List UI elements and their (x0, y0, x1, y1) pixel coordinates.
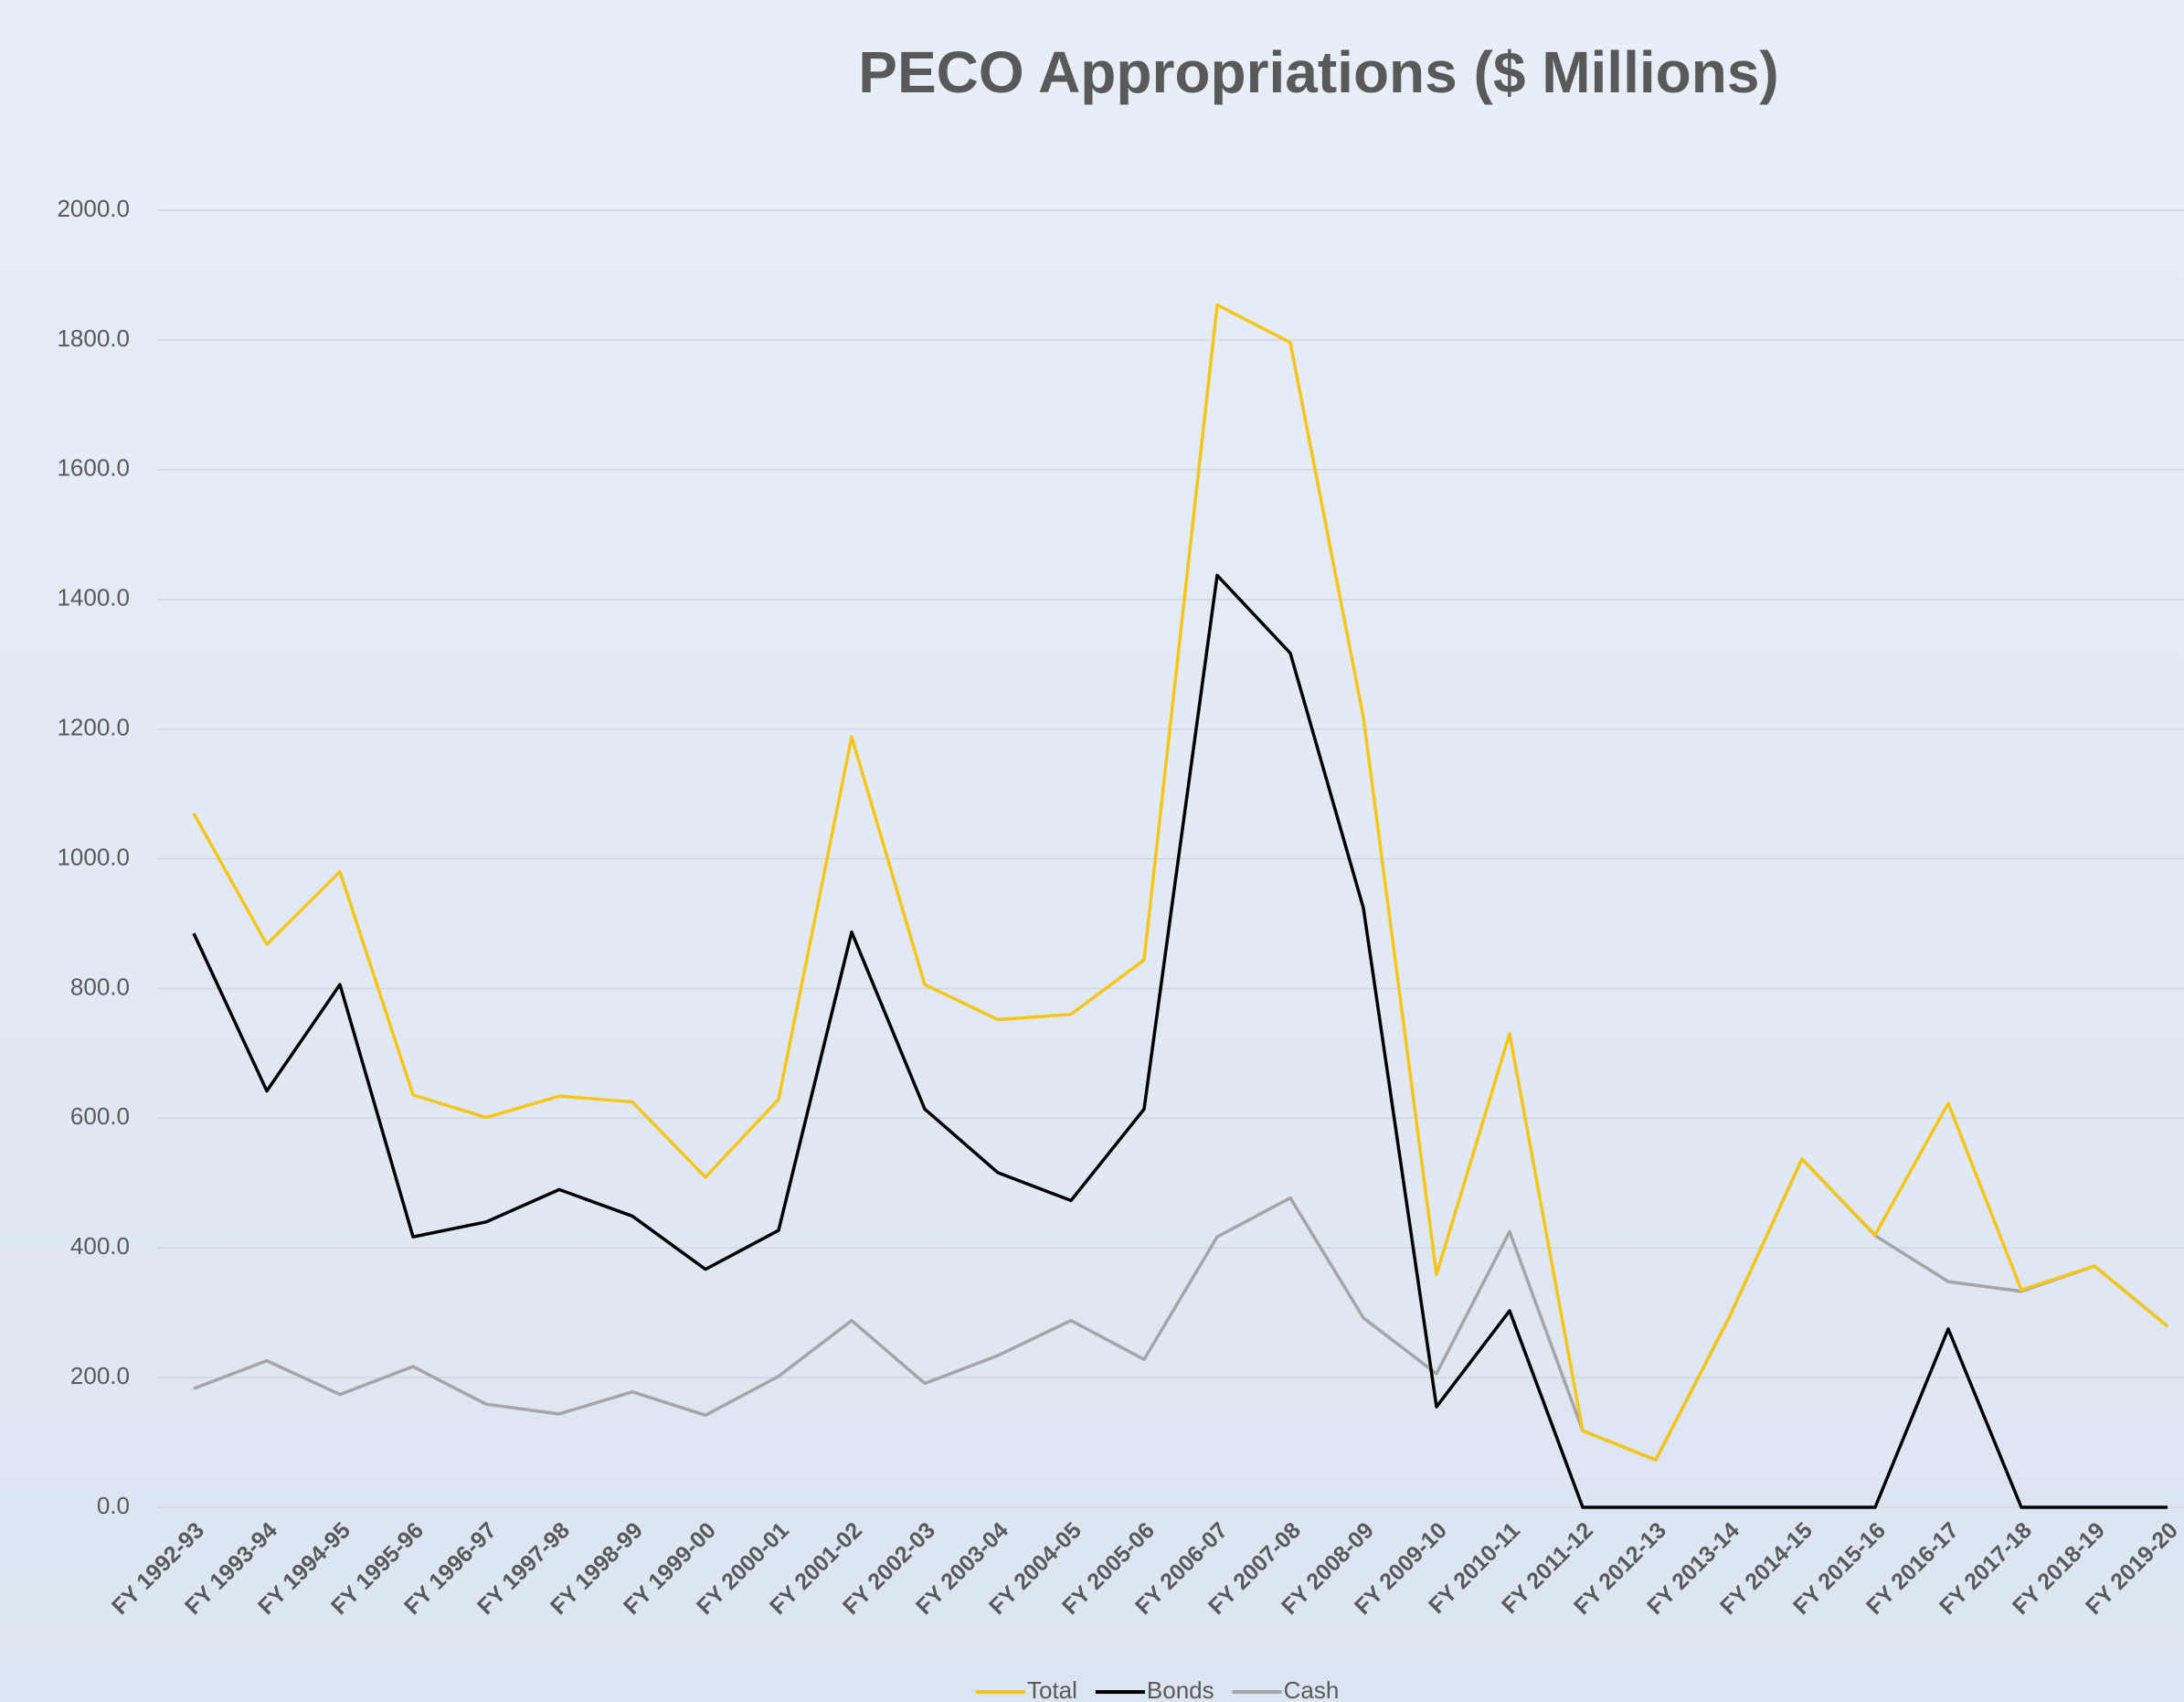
y-tick-label: 1200.0 (57, 713, 130, 740)
y-tick-label: 800.0 (70, 973, 130, 1000)
series-line (192, 303, 2169, 1462)
chart-title: PECO Appropriations ($ Millions) (858, 39, 1778, 105)
y-tick-label: 200.0 (70, 1362, 130, 1389)
y-tick-label: 1600.0 (57, 454, 130, 482)
legend-label: Total (1027, 1676, 1077, 1702)
y-tick-label: 1800.0 (57, 324, 130, 352)
y-tick-label: 400.0 (70, 1232, 130, 1260)
y-tick-label: 2000.0 (57, 195, 130, 222)
y-tick-label: 1000.0 (57, 843, 130, 870)
y-tick-label: 0.0 (97, 1492, 130, 1519)
series-line (193, 1157, 2169, 1462)
series-line (192, 573, 2168, 1509)
legend-label: Bonds (1147, 1676, 1214, 1702)
y-tick-label: 600.0 (70, 1102, 130, 1130)
y-tick-label: 1400.0 (57, 584, 130, 612)
legend-label: Cash (1284, 1676, 1340, 1702)
